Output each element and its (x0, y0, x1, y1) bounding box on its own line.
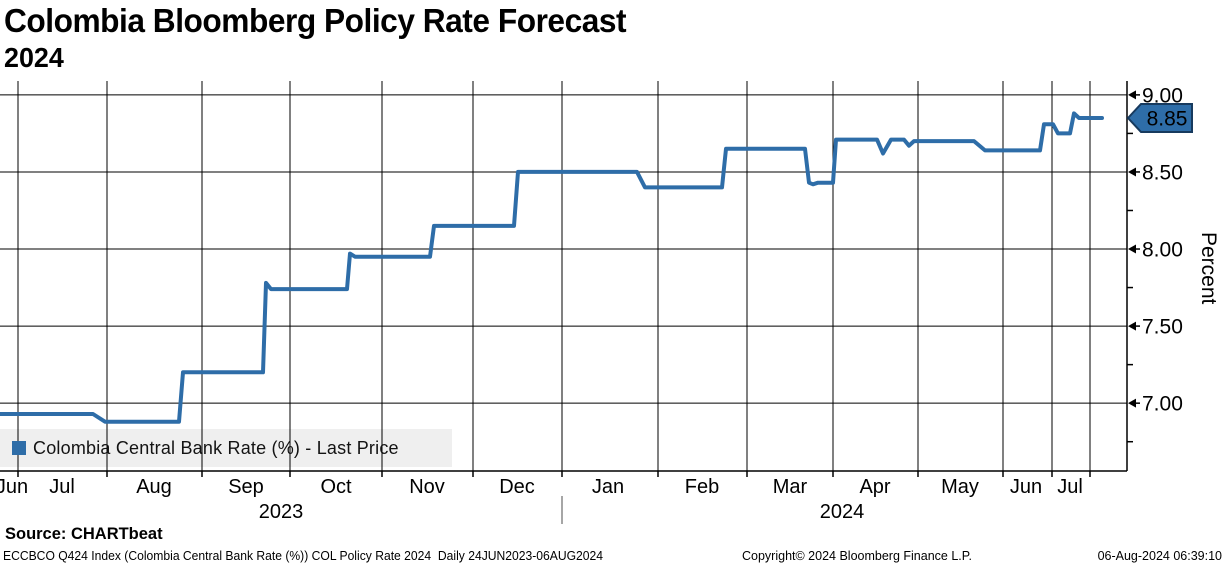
month-label: Sep (228, 476, 264, 498)
page-title: Colombia Bloomberg Policy Rate Forecast (4, 2, 627, 39)
month-label: Nov (409, 476, 445, 498)
y-tick-label: 9.00 (1142, 84, 1183, 107)
legend-label: Colombia Central Bank Rate (%) - Last Pr… (33, 437, 399, 458)
month-label: Mar (773, 476, 808, 498)
y-tick-label: 7.50 (1142, 316, 1183, 339)
legend[interactable]: Colombia Central Bank Rate (%) - Last Pr… (0, 429, 452, 467)
y-tick-arrow-icon (1128, 167, 1136, 177)
page-subtitle: 2024 (4, 42, 64, 73)
month-label: Oct (320, 476, 352, 498)
footer-timestamp: 06-Aug-2024 06:39:10 (1097, 549, 1222, 563)
y-axis-title: Percent (1197, 232, 1220, 305)
series-line (0, 111, 1104, 424)
y-tick-arrow-icon (1128, 244, 1136, 254)
month-label: Aug (136, 476, 172, 498)
month-label: May (941, 476, 979, 498)
legend-marker-icon (12, 441, 26, 455)
month-label: Jun (1010, 476, 1042, 498)
month-label: Feb (685, 476, 719, 498)
last-price-label: 8.85 (1147, 107, 1188, 130)
year-label: 2023 (259, 501, 304, 523)
y-tick-arrow-icon (1128, 398, 1136, 408)
month-label: Apr (859, 476, 890, 498)
y-tick-label: 8.50 (1142, 161, 1183, 184)
y-tick-arrow-icon (1128, 90, 1136, 100)
month-label: Jul (1057, 476, 1083, 498)
y-tick-arrow-icon (1128, 321, 1136, 331)
month-label: Jul (49, 476, 75, 498)
footer-description: ECCBCO Q424 Index (Colombia Central Bank… (3, 549, 604, 563)
month-label: Jun (0, 476, 28, 498)
legend-background (0, 429, 452, 467)
month-label: Dec (499, 476, 535, 498)
last-price-badge (1126, 102, 1193, 133)
gridlines (0, 81, 1127, 471)
axes (0, 81, 1128, 472)
y-tick-label: 7.00 (1142, 393, 1183, 416)
source-line: Source: CHARTbeat (5, 524, 163, 543)
year-label: 2024 (820, 501, 865, 523)
footer-copyright: Copyright© 2024 Bloomberg Finance L.P. (742, 549, 972, 563)
y-tick-label: 8.00 (1142, 239, 1183, 262)
month-label: Jan (592, 476, 624, 498)
